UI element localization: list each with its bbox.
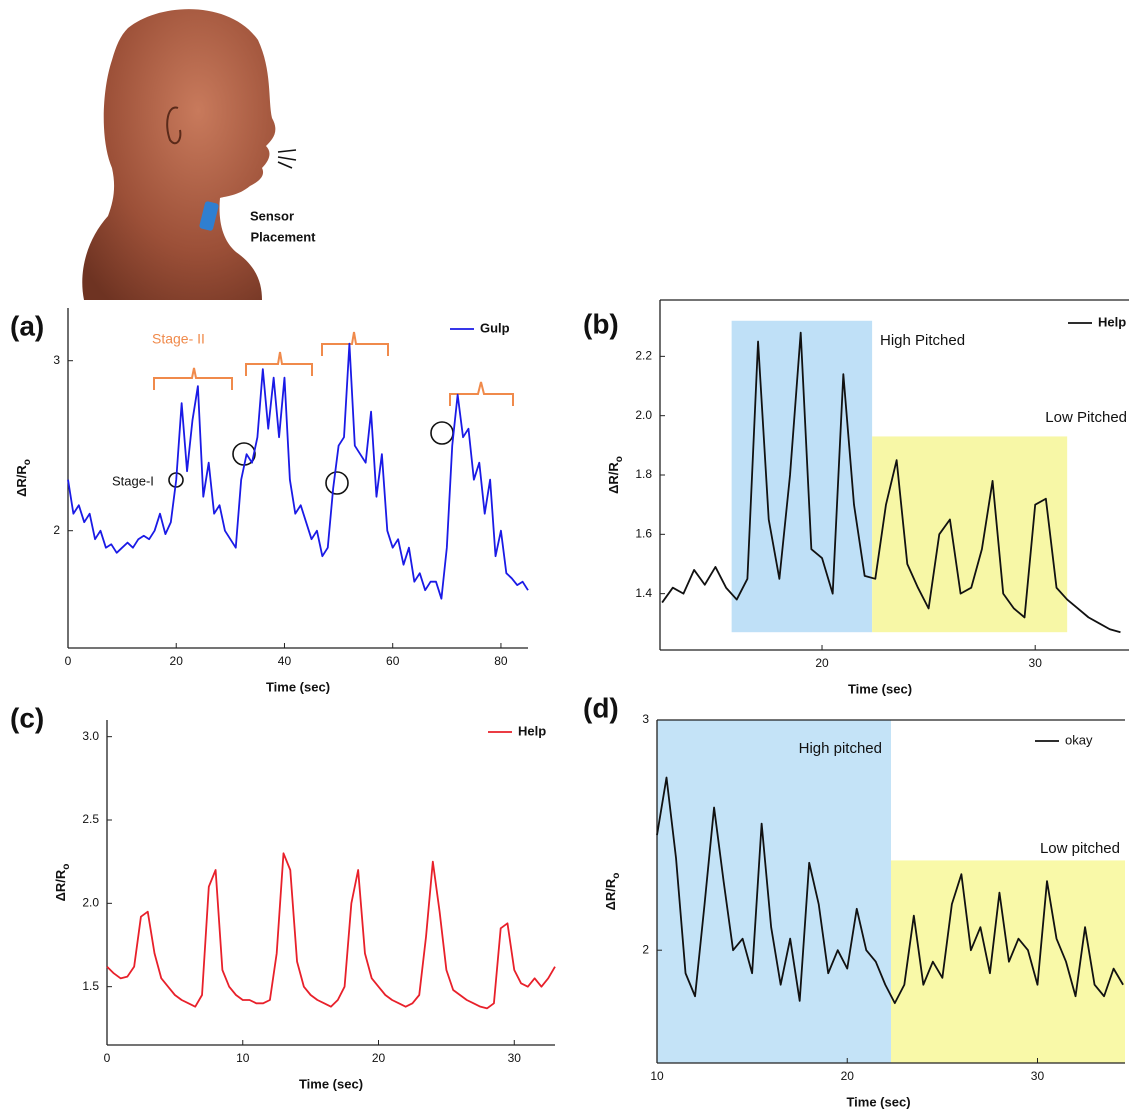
y-tick-label: 2.0 [635, 408, 652, 422]
y-tick-label: 3.0 [82, 729, 99, 743]
ear [166, 106, 182, 145]
y-axis-title-sub: o [611, 873, 622, 879]
head-shape [82, 9, 276, 300]
y-axis-title-main: ΔR/R [53, 869, 68, 901]
x-tick-label: 20 [372, 1051, 386, 1065]
y-axis-title: ΔR/Ro [603, 873, 621, 911]
highlight-span [657, 720, 891, 1063]
data-line [67, 342, 529, 600]
y-tick-label: 2 [642, 942, 649, 956]
highlight-span [872, 436, 1068, 633]
x-tick-label: 10 [650, 1069, 664, 1083]
y-tick-label: 2.0 [82, 896, 99, 910]
y-axis-title-main: ΔR/R [14, 465, 29, 497]
data-line [661, 331, 1121, 634]
panel-label: (b) [583, 308, 619, 339]
x-axis-title: Time (sec) [299, 1076, 363, 1091]
illustration-label: Placement [250, 229, 316, 244]
x-tick-label: 30 [508, 1051, 522, 1065]
y-tick-label: 3 [642, 712, 649, 726]
x-tick-label: 60 [386, 654, 400, 668]
y-tick-label: 1.6 [635, 526, 652, 540]
head-illustration: Sensor Placement [82, 9, 316, 300]
x-tick-label: 20 [170, 654, 184, 668]
y-tick-label: 1.8 [635, 467, 652, 481]
panel-label: (c) [10, 702, 44, 733]
panel-label: (d) [583, 692, 619, 723]
data-line [106, 852, 556, 1010]
y-tick-label: 1.5 [82, 979, 99, 993]
panel-label: (a) [10, 310, 44, 341]
y-axis-title: ΔR/Ro [606, 456, 624, 494]
annotation: Stage-I [112, 473, 154, 488]
x-tick-label: 0 [65, 654, 72, 668]
x-tick-label: 80 [494, 654, 508, 668]
x-tick-label: 10 [236, 1051, 250, 1065]
span-label: Low pitched [1040, 840, 1120, 857]
y-axis-title: ΔR/Ro [53, 864, 71, 902]
x-axis-title: Time (sec) [848, 681, 912, 696]
highlight-span [891, 860, 1125, 1063]
legend-label: Help [1098, 314, 1126, 329]
span-label: High Pitched [880, 332, 965, 349]
illustration-label: Sensor [250, 208, 294, 223]
legend-label: Help [518, 723, 546, 738]
y-tick-label: 2 [53, 523, 60, 537]
y-axis-title-main: ΔR/R [606, 462, 621, 494]
span-label: Low Pitched [1045, 409, 1127, 426]
y-axis-title-sub: o [22, 459, 33, 465]
x-tick-label: 30 [1029, 656, 1043, 670]
x-tick-label: 40 [278, 654, 292, 668]
x-tick-label: 0 [104, 1051, 111, 1065]
annotation: Stage- II [152, 331, 205, 347]
y-tick-label: 1.4 [635, 586, 652, 600]
y-tick-label: 2.2 [635, 349, 652, 363]
y-axis-title-sub: o [61, 864, 72, 870]
voice-lines [277, 149, 297, 169]
y-axis-title-sub: o [614, 456, 625, 462]
legend-label: okay [1065, 732, 1093, 747]
span-label: High pitched [799, 740, 882, 757]
y-tick-label: 2.5 [82, 812, 99, 826]
x-tick-label: 20 [841, 1069, 855, 1083]
x-tick-label: 20 [815, 656, 829, 670]
x-tick-label: 30 [1031, 1069, 1045, 1083]
stage-braces [153, 331, 514, 406]
sensor [199, 201, 219, 231]
y-axis-title-main: ΔR/R [603, 878, 618, 910]
x-axis-title: Time (sec) [846, 1094, 910, 1109]
y-tick-label: 3 [53, 353, 60, 367]
data-line [656, 776, 1124, 1005]
y-axis-title: ΔR/Ro [14, 459, 32, 497]
legend-label: Gulp [480, 320, 510, 335]
x-axis-title: Time (sec) [266, 679, 330, 694]
